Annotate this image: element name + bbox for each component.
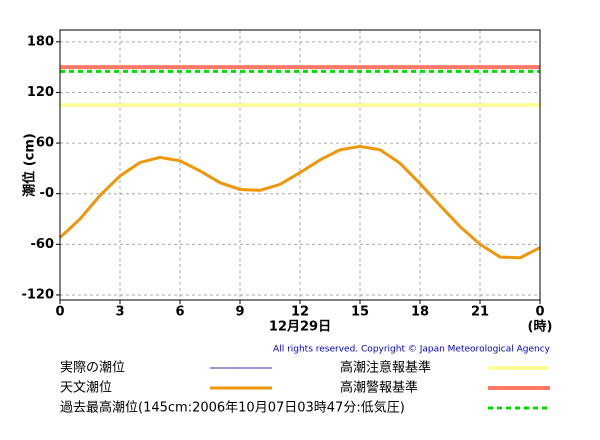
x-tick-label: 0 (55, 305, 64, 320)
legend-label: 過去最高潮位(145cm:2006年10月07日03時47分:低気圧) (60, 400, 405, 416)
y-axis-label: 潮位 (cm) (22, 133, 38, 197)
x-tick-label: 21 (471, 305, 489, 320)
tide-line (58, 144, 541, 260)
x-unit: (時) (528, 319, 553, 335)
x-tick-label: 9 (235, 305, 244, 320)
y-tick-label: -60 (31, 237, 55, 252)
legend-label: 実際の潮位 (60, 360, 125, 376)
y-tick-label: -0 (40, 186, 54, 201)
y-tick-label: 60 (36, 136, 54, 151)
x-tick-label: 3 (115, 305, 124, 320)
x-tick-label: 0 (535, 305, 544, 320)
x-tick-label: 18 (411, 305, 429, 320)
y-tick-label: 120 (27, 85, 54, 100)
y-tick-label: -120 (21, 287, 54, 302)
x-tick-label: 15 (351, 305, 369, 320)
y-tick-label: 180 (27, 34, 54, 49)
x-tick-label: 6 (175, 305, 184, 320)
legend-label: 高潮注意報基準 (340, 360, 431, 376)
x-tick-label: 12 (291, 305, 309, 320)
plot-frame (59, 29, 541, 301)
legend-label: 高潮警報基準 (340, 380, 418, 396)
copyright: All rights reserved. Copyright © Japan M… (273, 345, 551, 355)
x-axis-label: 12月29日 (269, 320, 331, 335)
legend-label: 天文潮位 (60, 381, 112, 396)
